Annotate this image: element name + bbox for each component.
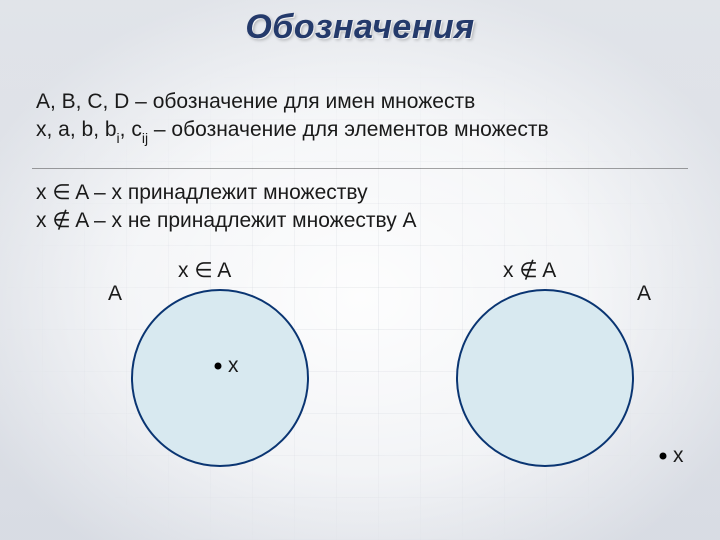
venn-left-point-label: x	[228, 354, 239, 378]
venn-left-point-dot	[215, 363, 222, 370]
slide-title: Обозначения	[0, 8, 720, 47]
line2-lead: x, a, b, b	[36, 118, 117, 141]
separator-line	[32, 168, 688, 169]
definition-line-1: A, B, C, D – обозначение для имен множес…	[36, 90, 686, 114]
line2-mid: , c	[120, 118, 142, 141]
line2-tail: – обозначение для элементов множеств	[148, 118, 549, 141]
venn-left-circle	[132, 290, 308, 466]
venn-right-point-dot	[660, 453, 667, 460]
venn-diagram-element-not-in-set: x ∉ A A x	[395, 258, 695, 498]
membership-line-2: x ∉ A – x не принадлежит множеству A	[36, 208, 686, 233]
definition-line-2: x, a, b, bi, cij – обозначение для элеме…	[36, 118, 686, 144]
venn-diagram-element-in-set: x ∈ A A x	[70, 258, 370, 498]
line2-sub-ij: ij	[142, 130, 148, 146]
venn-right-point-label: x	[673, 444, 684, 468]
venn-right-svg	[395, 258, 695, 498]
slide-root: Обозначения A, B, C, D – обозначение для…	[0, 0, 720, 540]
venn-left-svg	[70, 258, 370, 498]
membership-line-1: x ∈ A – x принадлежит множеству	[36, 180, 686, 205]
venn-right-circle	[457, 290, 633, 466]
line2-sub-i: i	[117, 130, 120, 146]
